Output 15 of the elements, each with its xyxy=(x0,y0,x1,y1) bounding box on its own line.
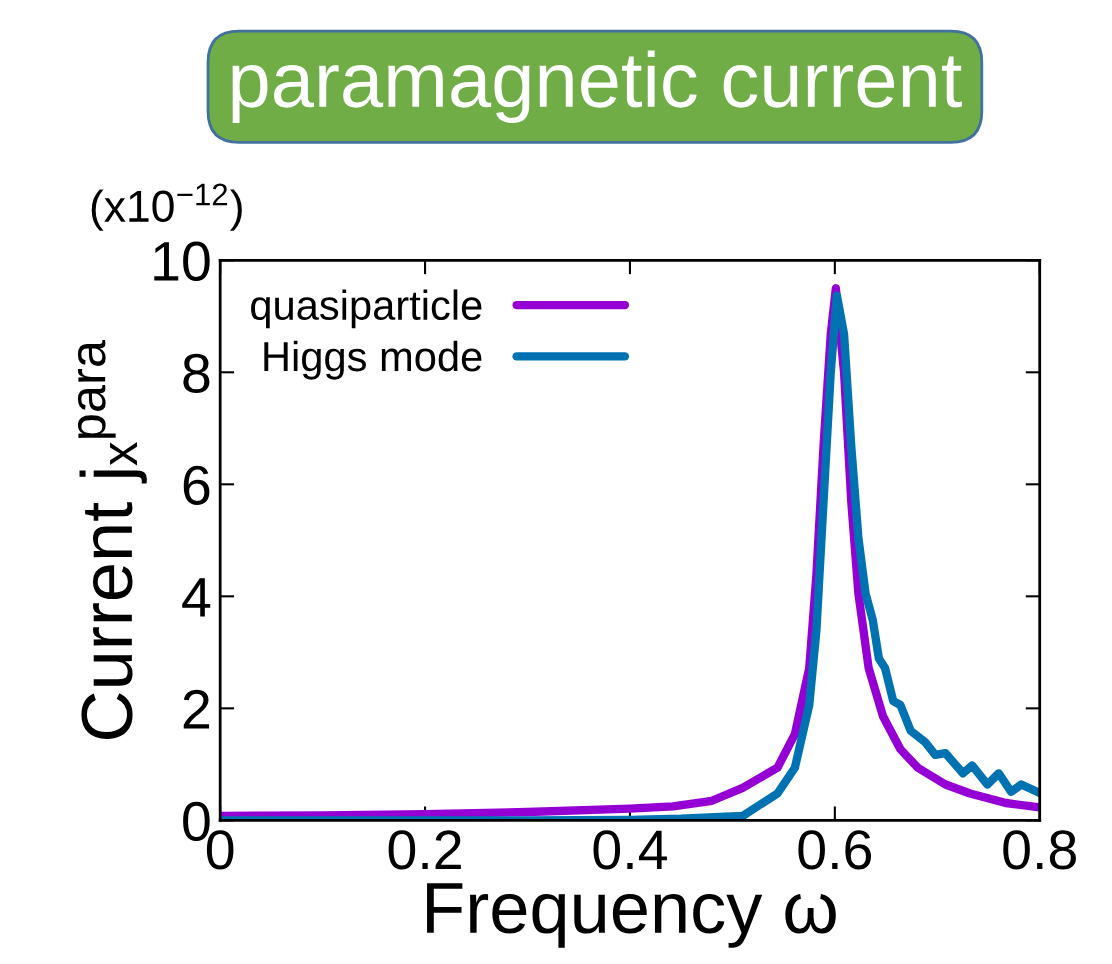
y-axis-title: Current jₓ$^{para}$ xyxy=(77,340,147,739)
x-axis-title: Frequency ω xyxy=(427,883,836,948)
y-tick-label: 10 xyxy=(154,241,210,281)
y-tick-label: 2 xyxy=(183,689,210,729)
x-tick-label: 0.4 xyxy=(593,830,667,870)
chart-title: paramagnetic current xyxy=(232,50,962,124)
text: (x10$^{−12}$) xyxy=(91,183,242,231)
x-tick-label: 0.8 xyxy=(1003,830,1076,870)
legend-label: quasiparticle xyxy=(251,289,482,329)
x-tick-label: 0.2 xyxy=(388,830,461,870)
y-tick-label: 8 xyxy=(183,353,210,393)
legend-label: Higgs mode xyxy=(264,340,482,380)
x-tick-label: 0.6 xyxy=(798,830,872,870)
y-tick-label: 6 xyxy=(183,465,210,505)
y-tick-label: 4 xyxy=(182,578,211,617)
